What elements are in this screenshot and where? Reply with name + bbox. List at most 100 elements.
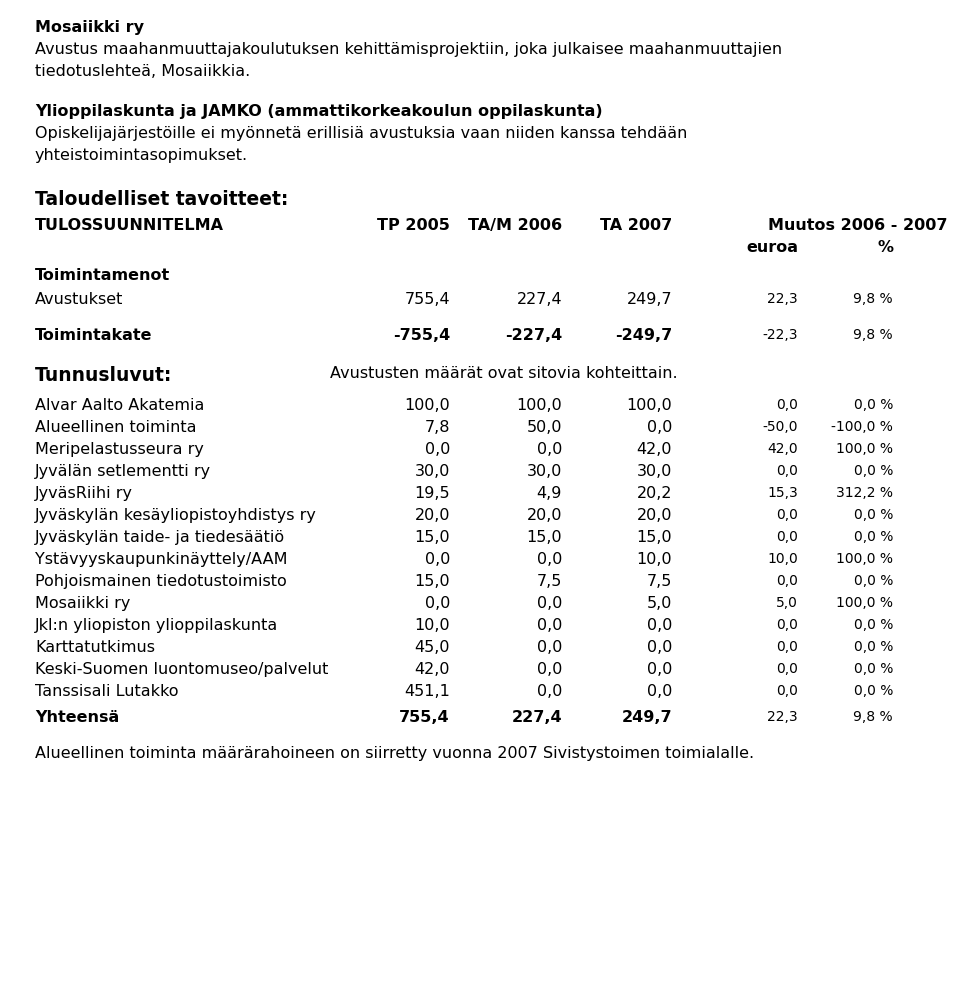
Text: %: % (877, 240, 893, 255)
Text: 4,9: 4,9 (537, 486, 562, 501)
Text: 0,0 %: 0,0 % (853, 574, 893, 588)
Text: Avustus maahanmuuttajakoulutuksen kehittämisprojektiin, joka julkaisee maahanmuu: Avustus maahanmuuttajakoulutuksen kehitt… (35, 42, 782, 57)
Text: 0,0: 0,0 (537, 662, 562, 677)
Text: 100,0: 100,0 (404, 398, 450, 413)
Text: 20,2: 20,2 (636, 486, 672, 501)
Text: 0,0: 0,0 (776, 640, 798, 654)
Text: JyväsRiihi ry: JyväsRiihi ry (35, 486, 133, 501)
Text: 0,0: 0,0 (776, 684, 798, 698)
Text: Alueellinen toiminta: Alueellinen toiminta (35, 420, 197, 435)
Text: 0,0: 0,0 (776, 508, 798, 522)
Text: 10,0: 10,0 (767, 552, 798, 566)
Text: 451,1: 451,1 (404, 684, 450, 699)
Text: 9,8 %: 9,8 % (853, 292, 893, 306)
Text: 0,0: 0,0 (424, 596, 450, 611)
Text: Jyväskylän kesäyliopistoyhdistys ry: Jyväskylän kesäyliopistoyhdistys ry (35, 508, 317, 523)
Text: 42,0: 42,0 (767, 442, 798, 456)
Text: 30,0: 30,0 (527, 464, 562, 479)
Text: 312,2 %: 312,2 % (836, 486, 893, 500)
Text: euroa: euroa (746, 240, 798, 255)
Text: 5,0: 5,0 (647, 596, 672, 611)
Text: -22,3: -22,3 (762, 328, 798, 342)
Text: 227,4: 227,4 (512, 710, 562, 725)
Text: Toimintamenot: Toimintamenot (35, 268, 170, 283)
Text: 0,0: 0,0 (537, 684, 562, 699)
Text: Jyvälän setlementti ry: Jyvälän setlementti ry (35, 464, 211, 479)
Text: -50,0: -50,0 (762, 420, 798, 434)
Text: 15,0: 15,0 (636, 530, 672, 545)
Text: 9,8 %: 9,8 % (853, 710, 893, 724)
Text: Toimintakate: Toimintakate (35, 328, 153, 343)
Text: Meripelastusseura ry: Meripelastusseura ry (35, 442, 204, 457)
Text: 19,5: 19,5 (415, 486, 450, 501)
Text: 20,0: 20,0 (415, 508, 450, 523)
Text: 0,0 %: 0,0 % (853, 464, 893, 478)
Text: 5,0: 5,0 (776, 596, 798, 610)
Text: 0,0: 0,0 (537, 596, 562, 611)
Text: Taloudelliset tavoitteet:: Taloudelliset tavoitteet: (35, 190, 288, 209)
Text: 0,0 %: 0,0 % (853, 398, 893, 412)
Text: Jkl:n yliopiston ylioppilaskunta: Jkl:n yliopiston ylioppilaskunta (35, 618, 278, 633)
Text: 0,0: 0,0 (537, 552, 562, 567)
Text: TA/M 2006: TA/M 2006 (468, 218, 562, 233)
Text: 0,0: 0,0 (776, 464, 798, 478)
Text: 0,0: 0,0 (776, 530, 798, 544)
Text: 20,0: 20,0 (636, 508, 672, 523)
Text: Karttatutkimus: Karttatutkimus (35, 640, 155, 655)
Text: 0,0 %: 0,0 % (853, 662, 893, 676)
Text: -755,4: -755,4 (393, 328, 450, 343)
Text: 42,0: 42,0 (636, 442, 672, 457)
Text: 0,0 %: 0,0 % (853, 508, 893, 522)
Text: 0,0: 0,0 (537, 442, 562, 457)
Text: 7,8: 7,8 (424, 420, 450, 435)
Text: Opiskelijajärjestöille ei myönnetä erillisiä avustuksia vaan niiden kanssa tehdä: Opiskelijajärjestöille ei myönnetä erill… (35, 126, 687, 141)
Text: -100,0 %: -100,0 % (831, 420, 893, 434)
Text: 227,4: 227,4 (516, 292, 562, 307)
Text: 0,0: 0,0 (424, 552, 450, 567)
Text: 15,3: 15,3 (767, 486, 798, 500)
Text: 100,0: 100,0 (516, 398, 562, 413)
Text: yhteistoimintasopimukset.: yhteistoimintasopimukset. (35, 148, 248, 163)
Text: Alueellinen toiminta määrärahoineen on siirretty vuonna 2007 Sivistystoimen toim: Alueellinen toiminta määrärahoineen on s… (35, 746, 755, 761)
Text: 0,0: 0,0 (424, 442, 450, 457)
Text: 20,0: 20,0 (526, 508, 562, 523)
Text: 100,0 %: 100,0 % (836, 552, 893, 566)
Text: 249,7: 249,7 (621, 710, 672, 725)
Text: 100,0: 100,0 (626, 398, 672, 413)
Text: Jyväskylän taide- ja tiedesäätiö: Jyväskylän taide- ja tiedesäätiö (35, 530, 285, 545)
Text: Ystävyyskaupunkinäyttely/AAM: Ystävyyskaupunkinäyttely/AAM (35, 552, 287, 567)
Text: Alvar Aalto Akatemia: Alvar Aalto Akatemia (35, 398, 204, 413)
Text: 10,0: 10,0 (415, 618, 450, 633)
Text: 22,3: 22,3 (767, 292, 798, 306)
Text: 0,0: 0,0 (647, 684, 672, 699)
Text: Tunnusluvut:: Tunnusluvut: (35, 366, 173, 385)
Text: Avustukset: Avustukset (35, 292, 124, 307)
Text: 15,0: 15,0 (526, 530, 562, 545)
Text: Tanssisali Lutakko: Tanssisali Lutakko (35, 684, 179, 699)
Text: TP 2005: TP 2005 (377, 218, 450, 233)
Text: Keski-Suomen luontomuseo/palvelut: Keski-Suomen luontomuseo/palvelut (35, 662, 328, 677)
Text: Pohjoismainen tiedotustoimisto: Pohjoismainen tiedotustoimisto (35, 574, 287, 589)
Text: 9,8 %: 9,8 % (853, 328, 893, 342)
Text: tiedotuslehteä, Mosaiikkia.: tiedotuslehteä, Mosaiikkia. (35, 64, 251, 79)
Text: 15,0: 15,0 (415, 530, 450, 545)
Text: TA 2007: TA 2007 (600, 218, 672, 233)
Text: 0,0 %: 0,0 % (853, 640, 893, 654)
Text: Mosaiikki ry: Mosaiikki ry (35, 20, 144, 35)
Text: 755,4: 755,4 (404, 292, 450, 307)
Text: 7,5: 7,5 (647, 574, 672, 589)
Text: 15,0: 15,0 (415, 574, 450, 589)
Text: Muutos 2006 - 2007: Muutos 2006 - 2007 (769, 218, 948, 233)
Text: 755,4: 755,4 (399, 710, 450, 725)
Text: 0,0: 0,0 (776, 398, 798, 412)
Text: 0,0: 0,0 (776, 618, 798, 632)
Text: 50,0: 50,0 (526, 420, 562, 435)
Text: 0,0: 0,0 (776, 662, 798, 676)
Text: 0,0: 0,0 (776, 574, 798, 588)
Text: 0,0: 0,0 (647, 420, 672, 435)
Text: 7,5: 7,5 (537, 574, 562, 589)
Text: 0,0: 0,0 (647, 662, 672, 677)
Text: Ylioppilaskunta ja JAMKO (ammattikorkeakoulun oppilaskunta): Ylioppilaskunta ja JAMKO (ammattikorkeak… (35, 104, 603, 119)
Text: Yhteensä: Yhteensä (35, 710, 119, 725)
Text: 42,0: 42,0 (415, 662, 450, 677)
